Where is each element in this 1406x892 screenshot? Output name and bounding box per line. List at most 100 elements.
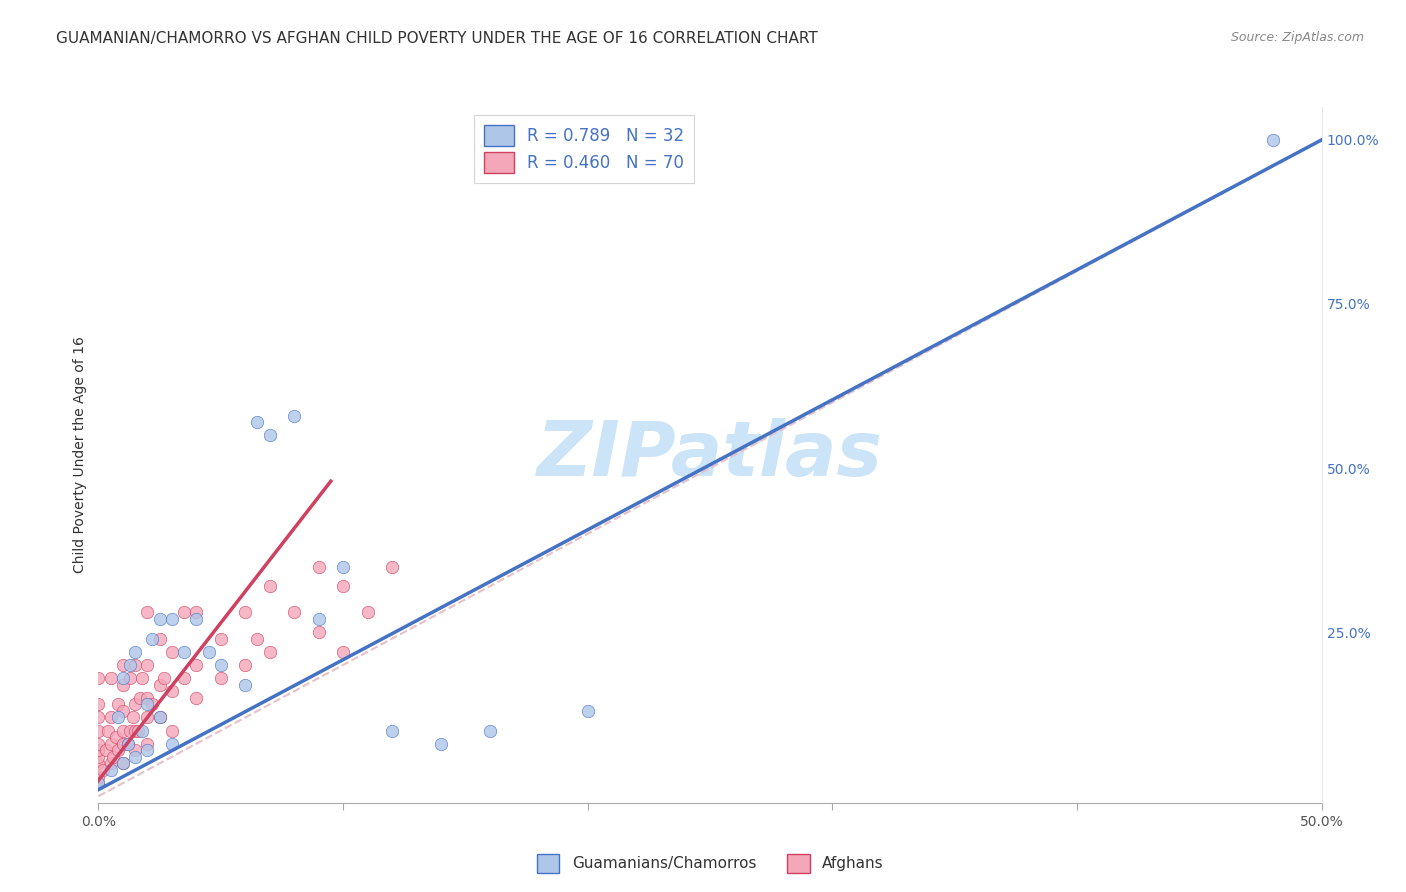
Point [124, 657, 146, 672]
Point [186, 612, 208, 626]
Point [197, 645, 219, 659]
Point [233, 657, 256, 672]
Point [430, 737, 453, 751]
Point [100, 737, 122, 751]
Point [111, 678, 134, 692]
Point [136, 737, 159, 751]
Point [136, 657, 159, 672]
Point [111, 756, 134, 771]
Point [124, 723, 146, 738]
Point [131, 723, 153, 738]
Point [356, 606, 378, 620]
Point [117, 737, 139, 751]
Point [259, 645, 281, 659]
Point [94, 743, 117, 757]
Point [149, 710, 172, 724]
Point [87, 770, 110, 784]
Point [173, 671, 195, 685]
Point [91, 763, 114, 777]
Point [87, 749, 110, 764]
Legend: Guamanians/Chamorros, Afghans: Guamanians/Chamorros, Afghans [530, 847, 890, 879]
Point [104, 730, 127, 744]
Point [209, 657, 232, 672]
Point [381, 559, 404, 574]
Text: ZIPatlas: ZIPatlas [537, 418, 883, 491]
Point [87, 698, 110, 712]
Point [131, 671, 153, 685]
Point [87, 756, 110, 771]
Point [153, 671, 176, 685]
Point [87, 710, 110, 724]
Point [120, 723, 142, 738]
Point [111, 737, 134, 751]
Point [259, 428, 281, 442]
Point [160, 737, 183, 751]
Point [136, 698, 159, 712]
Point [173, 606, 195, 620]
Point [149, 710, 172, 724]
Point [111, 756, 134, 771]
Point [259, 579, 281, 593]
Point [129, 690, 152, 705]
Point [124, 743, 146, 757]
Point [160, 723, 183, 738]
Point [107, 710, 129, 724]
Point [209, 632, 232, 646]
Point [332, 559, 354, 574]
Point [111, 723, 134, 738]
Point [100, 763, 122, 777]
Point [100, 671, 122, 685]
Point [107, 698, 129, 712]
Point [1261, 133, 1284, 147]
Point [308, 559, 330, 574]
Point [332, 645, 354, 659]
Point [576, 704, 599, 718]
Point [87, 743, 110, 757]
Point [478, 723, 501, 738]
Point [124, 698, 146, 712]
Point [160, 645, 183, 659]
Point [87, 776, 110, 790]
Point [160, 684, 183, 698]
Point [97, 723, 120, 738]
Point [111, 704, 134, 718]
Point [136, 606, 159, 620]
Point [283, 409, 305, 423]
Point [149, 612, 172, 626]
Point [149, 632, 172, 646]
Point [117, 737, 139, 751]
Point [136, 710, 159, 724]
Point [246, 415, 269, 429]
Point [381, 723, 404, 738]
Point [87, 776, 110, 790]
Point [100, 710, 122, 724]
Point [121, 710, 143, 724]
Point [186, 606, 208, 620]
Point [141, 632, 163, 646]
Point [127, 723, 149, 738]
Point [141, 698, 163, 712]
Point [87, 723, 110, 738]
Point [173, 645, 195, 659]
Point [332, 579, 354, 593]
Text: GUAMANIAN/CHAMORRO VS AFGHAN CHILD POVERTY UNDER THE AGE OF 16 CORRELATION CHART: GUAMANIAN/CHAMORRO VS AFGHAN CHILD POVER… [56, 31, 818, 46]
Point [136, 743, 159, 757]
Point [100, 756, 122, 771]
Point [186, 690, 208, 705]
Point [124, 645, 146, 659]
Point [111, 657, 134, 672]
Point [124, 749, 146, 764]
Point [120, 671, 142, 685]
Point [233, 606, 256, 620]
Point [120, 657, 142, 672]
Point [308, 612, 330, 626]
Point [160, 612, 183, 626]
Point [246, 632, 269, 646]
Point [186, 657, 208, 672]
Point [283, 606, 305, 620]
Point [87, 671, 110, 685]
Point [107, 743, 129, 757]
Text: Source: ZipAtlas.com: Source: ZipAtlas.com [1230, 31, 1364, 45]
Point [101, 749, 124, 764]
Point [87, 737, 110, 751]
